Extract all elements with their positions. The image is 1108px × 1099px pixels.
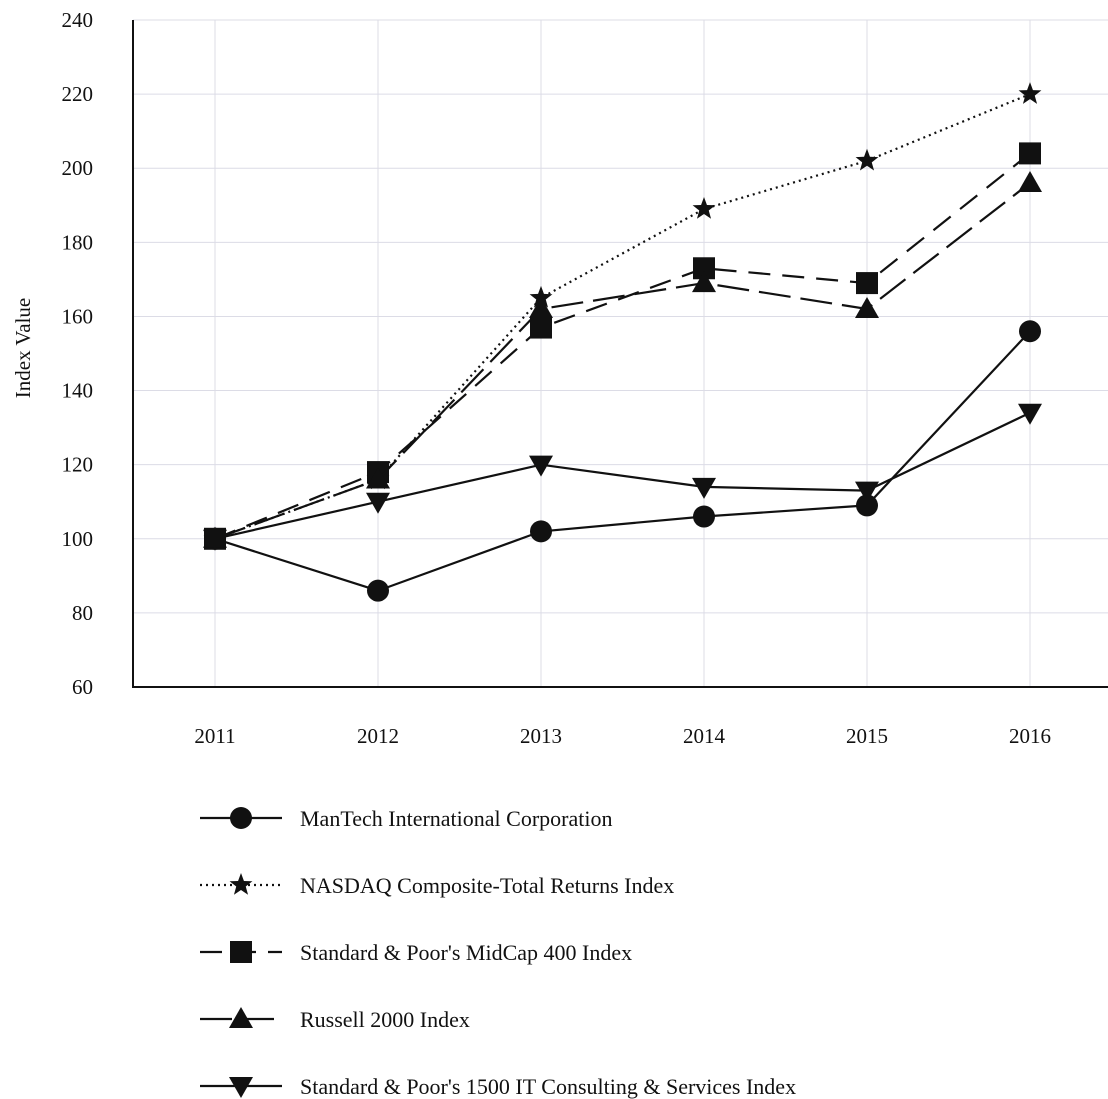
data-point-circle bbox=[530, 520, 552, 543]
axes bbox=[132, 20, 1108, 688]
data-point-star bbox=[855, 148, 879, 171]
x-tick-label: 2015 bbox=[846, 724, 888, 748]
data-point-triangle-down bbox=[366, 492, 390, 514]
y-tick-label: 120 bbox=[62, 453, 94, 477]
data-point-square bbox=[1019, 142, 1041, 165]
data-point-triangle-down bbox=[529, 455, 553, 477]
data-point-triangle-down bbox=[855, 481, 879, 503]
legend-marker-triangle-up bbox=[229, 1007, 253, 1028]
data-point-triangle-down bbox=[1018, 403, 1042, 425]
y-tick-labels: 60 80 100 120 140 160 180 200 220 240 bbox=[62, 8, 94, 699]
series-line bbox=[214, 182, 1031, 540]
data-point-triangle-down bbox=[203, 529, 227, 551]
data-point-circle bbox=[1019, 320, 1041, 343]
y-tick-label: 80 bbox=[72, 601, 93, 625]
data-point-triangle-up bbox=[366, 467, 390, 489]
data-point-circle bbox=[693, 505, 715, 528]
data-point-triangle-up bbox=[692, 271, 716, 293]
series-1 bbox=[204, 320, 1041, 602]
data-point-square bbox=[530, 316, 552, 339]
series-2 bbox=[203, 82, 1042, 549]
legend-label: Standard & Poor's 1500 IT Consulting & S… bbox=[300, 1074, 796, 1099]
legend-item: ManTech International Corporation bbox=[200, 806, 612, 831]
legend-item: Standard & Poor's MidCap 400 Index bbox=[200, 940, 632, 965]
series-line bbox=[214, 330, 1031, 592]
y-tick-label: 240 bbox=[62, 8, 94, 32]
series-3 bbox=[204, 142, 1041, 550]
y-tick-label: 160 bbox=[62, 304, 94, 328]
legend-marker-square bbox=[230, 941, 252, 963]
y-axis-label: Index Value bbox=[11, 298, 35, 399]
legend-label: Standard & Poor's MidCap 400 Index bbox=[300, 940, 632, 965]
data-point-star bbox=[529, 285, 553, 308]
x-tick-label: 2016 bbox=[1009, 724, 1051, 748]
series-line bbox=[214, 411, 1031, 540]
data-point-square bbox=[856, 272, 878, 295]
y-tick-label: 140 bbox=[62, 379, 94, 403]
data-point-triangle-down bbox=[692, 477, 716, 499]
data-point-square bbox=[693, 257, 715, 280]
data-point-circle bbox=[856, 494, 878, 517]
x-tick-label: 2014 bbox=[683, 724, 726, 748]
legend-label: NASDAQ Composite-Total Returns Index bbox=[300, 873, 674, 898]
data-point-star bbox=[692, 196, 716, 219]
data-point-triangle-up bbox=[529, 297, 553, 319]
y-tick-label: 200 bbox=[62, 156, 94, 180]
legend-item: Russell 2000 Index bbox=[200, 1007, 470, 1032]
x-tick-label: 2012 bbox=[357, 724, 399, 748]
series-5 bbox=[203, 403, 1042, 551]
x-tick-labels: 2011 2012 2013 2014 2015 2016 bbox=[194, 724, 1051, 748]
legend: ManTech International Corporation NASDAQ … bbox=[200, 806, 796, 1099]
axis-lines bbox=[132, 20, 1108, 688]
grid bbox=[133, 19, 1108, 687]
legend-label: ManTech International Corporation bbox=[300, 806, 612, 831]
series-4 bbox=[203, 171, 1042, 548]
y-tick-label: 180 bbox=[62, 230, 94, 254]
x-tick-label: 2013 bbox=[520, 724, 562, 748]
legend-label: Russell 2000 Index bbox=[300, 1007, 470, 1032]
data-point-star bbox=[1018, 82, 1042, 104]
series bbox=[203, 82, 1042, 602]
legend-marker-star bbox=[229, 873, 253, 895]
series-line bbox=[214, 152, 1031, 540]
y-tick-label: 100 bbox=[62, 527, 94, 551]
data-point-triangle-up bbox=[1018, 171, 1042, 193]
x-tick-label: 2011 bbox=[194, 724, 235, 748]
legend-marker-circle bbox=[230, 807, 252, 829]
data-point-triangle-up bbox=[855, 297, 879, 319]
legend-item: NASDAQ Composite-Total Returns Index bbox=[200, 873, 674, 898]
y-tick-label: 60 bbox=[72, 675, 93, 699]
legend-marker-triangle-down bbox=[229, 1077, 253, 1098]
legend-item: Standard & Poor's 1500 IT Consulting & S… bbox=[200, 1074, 796, 1099]
data-point-circle bbox=[367, 579, 389, 602]
y-tick-label: 220 bbox=[62, 82, 94, 106]
